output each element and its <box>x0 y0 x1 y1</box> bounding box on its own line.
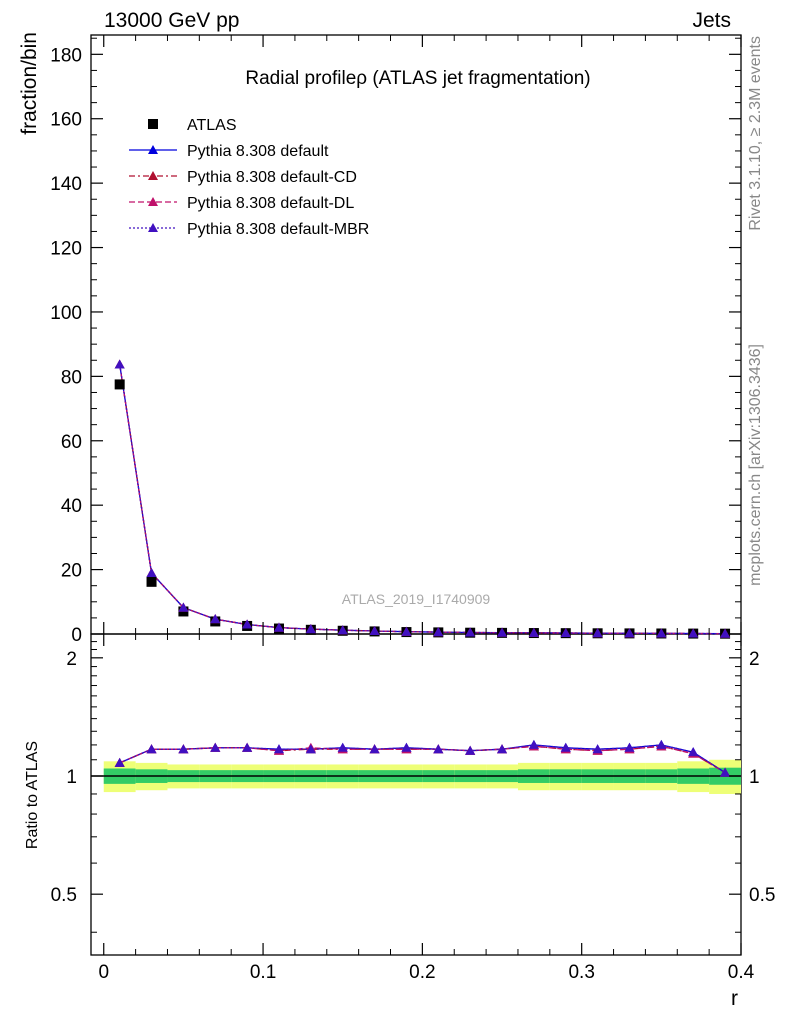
ratio-point-3 <box>528 739 539 749</box>
series-point-3 <box>273 622 284 632</box>
ratio-tick-label-right: 2 <box>749 649 760 670</box>
ratio-point-3 <box>273 744 284 754</box>
legend-label-0: Pythia 8.308 default <box>187 143 329 160</box>
y-tick-label: 40 <box>61 496 82 517</box>
ratio-point-3 <box>401 742 412 752</box>
legend-label-2: Pythia 8.308 default-DL <box>187 195 354 212</box>
ratio-point-3 <box>433 744 444 754</box>
series-point-3 <box>720 628 731 638</box>
series-point-3 <box>592 628 603 638</box>
x-tick-label: 0.3 <box>568 962 594 983</box>
series-point-3 <box>688 628 699 638</box>
x-tick-label: 0.4 <box>728 962 755 983</box>
legend-label-3: Pythia 8.308 default-MBR <box>187 221 369 238</box>
y-tick-label: 160 <box>50 110 82 131</box>
y-tick-label: 180 <box>50 45 82 66</box>
series-point-3 <box>401 626 412 636</box>
y-tick-label: 0 <box>71 625 82 646</box>
ratio-point-3 <box>305 744 316 754</box>
header-left: 13000 GeV pp <box>104 9 239 32</box>
data-point <box>146 576 157 587</box>
ratio-tick-label-right: 0.5 <box>749 885 775 906</box>
legend-marker-3 <box>148 223 158 232</box>
series-point-3 <box>624 628 635 638</box>
ratio-point-3 <box>497 744 508 754</box>
ratio-tick-label: 0.5 <box>51 885 77 906</box>
y-tick-label: 140 <box>50 174 82 195</box>
ratio-point-3 <box>720 767 731 777</box>
ratio-point-3 <box>337 742 348 752</box>
rivet-label: Rivet 3.1.10, ≥ 2.3M events <box>747 36 764 231</box>
x-tick-label: 0.1 <box>250 962 276 983</box>
ratio-point-3 <box>369 744 380 754</box>
ratio-point-3 <box>465 745 476 755</box>
series-point-3 <box>656 628 667 638</box>
ratio-point-3 <box>146 744 157 754</box>
series-point-3 <box>146 567 157 577</box>
chart-title: Radial profileρ (ATLAS jet fragmentation… <box>245 68 590 89</box>
ratio-panel-frame <box>90 633 742 956</box>
series-point-3 <box>528 627 539 637</box>
mcplots-label: mcplots.cern.ch [arXiv:1306.3436] <box>747 344 764 586</box>
series-point-3 <box>305 624 316 634</box>
x-axis-label: r <box>731 987 738 1010</box>
legend-label-data: ATLAS <box>187 117 237 134</box>
series-point-3 <box>497 627 508 637</box>
ratio-point-3 <box>114 757 125 767</box>
series-point-3 <box>178 602 189 612</box>
series-point-3 <box>465 627 476 637</box>
series-point-3 <box>337 625 348 635</box>
series-point-3 <box>560 628 571 638</box>
ratio-tick-label-right: 1 <box>749 767 760 788</box>
legend-marker-2 <box>148 197 158 206</box>
x-tick-label: 0.2 <box>409 962 435 983</box>
x-tick-label: 0 <box>98 962 109 983</box>
header-right: Jets <box>692 9 731 32</box>
series-point-3 <box>433 627 444 637</box>
ratio-point-3 <box>592 744 603 754</box>
y-tick-label: 60 <box>61 432 82 453</box>
data-point <box>114 379 125 390</box>
legend-marker-1 <box>148 171 158 180</box>
ratio-point-3 <box>178 744 189 754</box>
legend: ATLAS Pythia 8.308 default Pythia 8.308 de… <box>129 117 369 238</box>
ratio-axis-label: Ratio to ATLAS <box>24 741 41 849</box>
ratio-point-3 <box>656 739 667 749</box>
ratio-tick-label: 1 <box>66 767 77 788</box>
ratio-tick-label: 2 <box>66 649 77 670</box>
ratio-line-2 <box>119 745 726 774</box>
ratio-point-3 <box>688 747 699 757</box>
ratio-point-3 <box>560 742 571 752</box>
legend-marker-data <box>148 119 158 129</box>
legend-marker-0 <box>148 145 158 154</box>
y-tick-label: 20 <box>61 561 82 582</box>
y-tick-label: 120 <box>50 239 82 260</box>
y-axis-label: fraction/bin <box>18 32 41 135</box>
y-tick-label: 100 <box>50 303 82 324</box>
ratio-point-3 <box>624 742 635 752</box>
ratio-point-3 <box>210 742 221 752</box>
y-tick-label: 80 <box>61 367 82 388</box>
legend-label-1: Pythia 8.308 default-CD <box>187 169 357 186</box>
watermark: ATLAS_2019_I1740909 <box>342 591 491 607</box>
series-point-3 <box>114 359 125 369</box>
series-point-3 <box>242 619 253 629</box>
ratio-point-3 <box>242 742 253 752</box>
series-line-3 <box>119 364 726 635</box>
ratio-line-3 <box>119 744 726 774</box>
series-point-3 <box>369 625 380 635</box>
series-point-3 <box>210 614 221 624</box>
